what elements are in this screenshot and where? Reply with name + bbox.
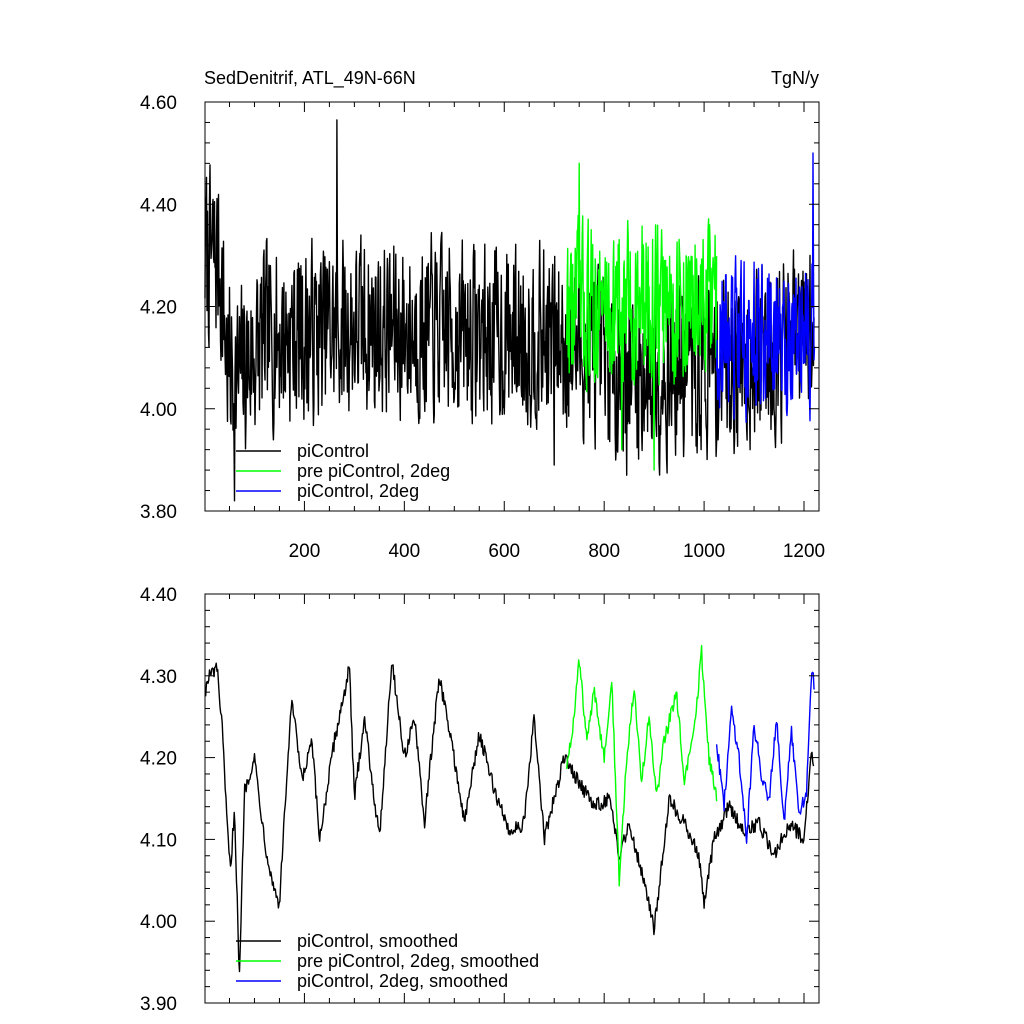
- bottom-axes-layer: 3.90 4.00 4.10 4.20 4.30 4.40: [140, 585, 819, 1015]
- top-chart-units: TgN/y: [771, 68, 819, 88]
- top-xtick-label: 1000: [683, 541, 725, 562]
- bottom-series-layer: [204, 644, 816, 973]
- top-xtick-label: 1200: [783, 541, 825, 562]
- top-chart-title: SedDenitrif, ATL_49N-66N: [204, 68, 416, 89]
- bottom-plot-frame: [204, 593, 820, 1004]
- bottom-panel: 3.90 4.00 4.10 4.20 4.30 4.40 piControl, smoo…: [140, 585, 820, 1015]
- top-legend-label-1: pre piControl, 2deg: [297, 461, 450, 481]
- bottom-series-line-0: [204, 662, 815, 973]
- bottom-series-line-1: [566, 644, 718, 887]
- bottom-ytick-label: 3.90: [140, 994, 177, 1015]
- top-xtick-label: 400: [388, 541, 420, 562]
- top-series-line-2: [715, 152, 816, 423]
- top-legend-label-0: piControl: [297, 441, 369, 461]
- bottom-legend-label-2: piControl, 2deg, smoothed: [297, 971, 508, 991]
- bottom-ytick-label: 4.00: [140, 912, 177, 933]
- bottom-legend-label-1: pre piControl, 2deg, smoothed: [297, 951, 539, 971]
- top-series-layer: [204, 119, 816, 502]
- top-xtick-label: 600: [488, 541, 520, 562]
- top-ytick-label: 4.00: [140, 400, 177, 421]
- top-ytick-label: 4.20: [140, 298, 177, 319]
- top-series-line-1: [566, 162, 718, 471]
- bottom-ytick-label: 4.30: [140, 667, 177, 688]
- top-plot-frame: [204, 101, 820, 512]
- top-xtick-label: 200: [289, 541, 321, 562]
- top-series-line-0: [204, 119, 815, 502]
- bottom-ytick-label: 4.40: [140, 585, 177, 606]
- bottom-ytick-label: 4.10: [140, 830, 177, 851]
- bottom-series-line-2: [715, 671, 816, 844]
- top-ytick-label: 4.60: [140, 93, 177, 114]
- top-panel: SedDenitrif, ATL_49N-66N TgN/y 3.80 4.00 4…: [140, 68, 825, 562]
- top-ytick-label: 4.40: [140, 195, 177, 216]
- top-legend-label-2: piControl, 2deg: [297, 481, 419, 501]
- bottom-legend-label-0: piControl, smoothed: [297, 931, 458, 951]
- top-ytick-label: 3.80: [140, 502, 177, 523]
- top-xtick-label: 800: [588, 541, 620, 562]
- top-axes-layer: 3.80 4.00 4.20 4.40 4.60 200 400 600 800 1000 1200: [140, 93, 825, 562]
- bottom-ytick-label: 4.20: [140, 749, 177, 770]
